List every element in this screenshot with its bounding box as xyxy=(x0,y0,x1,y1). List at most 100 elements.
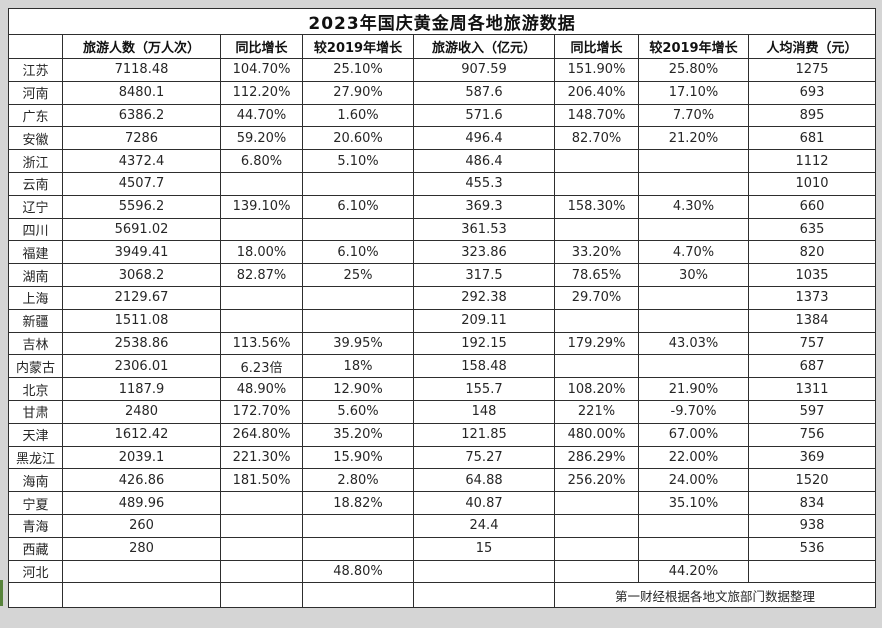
table-cell[interactable]: 687 xyxy=(747,354,877,379)
table-cell[interactable] xyxy=(638,149,749,173)
table-cell[interactable]: 5596.2 xyxy=(62,194,221,219)
table-cell[interactable]: 158.30% xyxy=(554,194,639,219)
table-cell[interactable]: 3949.41 xyxy=(62,240,221,265)
province-cell[interactable]: 黑龙江 xyxy=(8,445,63,470)
table-cell[interactable]: 17.10% xyxy=(638,80,749,105)
table-cell[interactable]: 938 xyxy=(747,513,877,538)
province-cell[interactable]: 海南 xyxy=(8,468,63,493)
table-cell[interactable]: 286.29% xyxy=(554,445,639,470)
table-cell[interactable]: 5691.02 xyxy=(62,217,221,242)
table-cell[interactable] xyxy=(220,217,303,242)
table-cell[interactable]: 7.70% xyxy=(638,103,749,128)
table-cell[interactable]: 221% xyxy=(554,399,639,424)
table-cell[interactable]: 426.86 xyxy=(62,468,221,493)
table-cell[interactable]: 221.30% xyxy=(220,445,303,470)
table-cell[interactable]: 6.80% xyxy=(220,149,303,173)
table-cell[interactable]: 82.70% xyxy=(554,126,639,151)
table-cell[interactable] xyxy=(413,559,555,584)
table-cell[interactable]: 206.40% xyxy=(554,80,639,105)
table-cell[interactable] xyxy=(302,285,414,310)
table-cell[interactable]: 155.7 xyxy=(413,377,555,401)
table-cell[interactable]: 21.90% xyxy=(638,377,749,401)
column-header[interactable] xyxy=(8,34,63,59)
table-cell[interactable]: 660 xyxy=(747,194,877,219)
table-cell[interactable]: 44.70% xyxy=(220,103,303,128)
table-cell[interactable]: 369.3 xyxy=(413,194,555,219)
table-cell[interactable]: 587.6 xyxy=(413,80,555,105)
table-cell[interactable]: 292.38 xyxy=(413,285,555,310)
province-cell[interactable]: 青海 xyxy=(8,513,63,538)
column-header[interactable]: 同比增长 xyxy=(220,34,303,59)
table-cell[interactable]: 30% xyxy=(638,263,749,287)
table-cell[interactable]: -9.70% xyxy=(638,399,749,424)
table-cell[interactable] xyxy=(220,559,303,584)
province-cell[interactable]: 内蒙古 xyxy=(8,354,63,379)
province-cell[interactable]: 新疆 xyxy=(8,308,63,333)
table-cell[interactable]: 67.00% xyxy=(638,422,749,447)
table-cell[interactable] xyxy=(8,582,63,609)
table-cell[interactable]: 256.20% xyxy=(554,468,639,493)
table-cell[interactable]: 4.70% xyxy=(638,240,749,265)
table-cell[interactable]: 25% xyxy=(302,263,414,287)
table-cell[interactable] xyxy=(554,513,639,538)
table-cell[interactable] xyxy=(302,513,414,538)
table-cell[interactable]: 24.00% xyxy=(638,468,749,493)
table-cell[interactable]: 15.90% xyxy=(302,445,414,470)
table-cell[interactable]: 7286 xyxy=(62,126,221,151)
table-cell[interactable]: 18.82% xyxy=(302,491,414,515)
province-cell[interactable]: 江苏 xyxy=(8,58,63,82)
table-cell[interactable]: 361.53 xyxy=(413,217,555,242)
table-cell[interactable]: 4372.4 xyxy=(62,149,221,173)
table-cell[interactable] xyxy=(638,536,749,561)
table-cell[interactable]: 33.20% xyxy=(554,240,639,265)
province-cell[interactable]: 广东 xyxy=(8,103,63,128)
table-cell[interactable]: 1520 xyxy=(747,468,877,493)
table-cell[interactable]: 25.80% xyxy=(638,58,749,82)
column-header[interactable]: 较2019年增长 xyxy=(302,34,414,59)
table-cell[interactable] xyxy=(638,354,749,379)
column-header[interactable]: 较2019年增长 xyxy=(638,34,749,59)
table-cell[interactable]: 20.60% xyxy=(302,126,414,151)
table-cell[interactable]: 907.59 xyxy=(413,58,555,82)
table-cell[interactable]: 635 xyxy=(747,217,877,242)
table-cell[interactable]: 148 xyxy=(413,399,555,424)
province-cell[interactable]: 福建 xyxy=(8,240,63,265)
table-cell[interactable]: 820 xyxy=(747,240,877,265)
table-cell[interactable]: 43.03% xyxy=(638,331,749,356)
table-cell[interactable]: 3068.2 xyxy=(62,263,221,287)
table-cell[interactable]: 15 xyxy=(413,536,555,561)
table-cell[interactable]: 2129.67 xyxy=(62,285,221,310)
table-cell[interactable]: 6.10% xyxy=(302,194,414,219)
table-cell[interactable]: 1.60% xyxy=(302,103,414,128)
table-cell[interactable]: 2306.01 xyxy=(62,354,221,379)
table-cell[interactable] xyxy=(220,491,303,515)
table-cell[interactable]: 6386.2 xyxy=(62,103,221,128)
table-cell[interactable]: 1035 xyxy=(747,263,877,287)
table-cell[interactable]: 280 xyxy=(62,536,221,561)
table-cell[interactable] xyxy=(554,308,639,333)
table-cell[interactable]: 179.29% xyxy=(554,331,639,356)
table-cell[interactable]: 82.87% xyxy=(220,263,303,287)
table-cell[interactable]: 192.15 xyxy=(413,331,555,356)
table-cell[interactable]: 35.20% xyxy=(302,422,414,447)
table-cell[interactable]: 18.00% xyxy=(220,240,303,265)
table-cell[interactable] xyxy=(302,536,414,561)
table-cell[interactable]: 78.65% xyxy=(554,263,639,287)
table-cell[interactable]: 1187.9 xyxy=(62,377,221,401)
table-cell[interactable] xyxy=(62,582,221,609)
table-cell[interactable] xyxy=(554,491,639,515)
table-cell[interactable]: 113.56% xyxy=(220,331,303,356)
table-cell[interactable]: 571.6 xyxy=(413,103,555,128)
table-cell[interactable]: 148.70% xyxy=(554,103,639,128)
table-cell[interactable]: 757 xyxy=(747,331,877,356)
table-cell[interactable] xyxy=(638,308,749,333)
table-cell[interactable]: 260 xyxy=(62,513,221,538)
table-cell[interactable]: 18% xyxy=(302,354,414,379)
table-cell[interactable]: 4507.7 xyxy=(62,171,221,196)
table-cell[interactable]: 48.90% xyxy=(220,377,303,401)
table-cell[interactable] xyxy=(638,171,749,196)
table-cell[interactable]: 323.86 xyxy=(413,240,555,265)
province-cell[interactable]: 云南 xyxy=(8,171,63,196)
province-cell[interactable]: 四川 xyxy=(8,217,63,242)
table-cell[interactable]: 486.4 xyxy=(413,149,555,173)
